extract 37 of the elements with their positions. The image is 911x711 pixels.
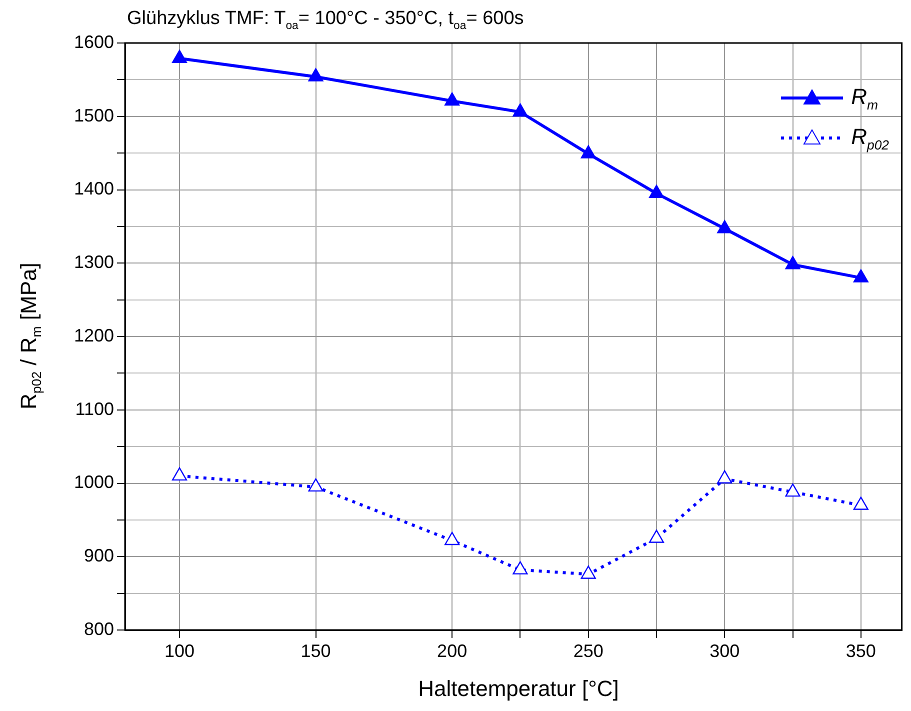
x-tick-label: 150 xyxy=(300,640,331,661)
y-tick-label: 1400 xyxy=(74,178,114,199)
point xyxy=(512,561,528,574)
x-tick-label: 300 xyxy=(710,640,740,661)
point xyxy=(172,50,188,64)
point xyxy=(308,68,324,82)
legend-label: R$_{m}$ xyxy=(851,84,878,112)
point xyxy=(444,532,460,546)
legend-label: R$_{p02}$ xyxy=(851,124,889,152)
y-tick-label: 900 xyxy=(84,546,114,566)
y-tick-label: 800 xyxy=(84,618,114,639)
y-tick-label: 1300 xyxy=(74,252,114,272)
point xyxy=(648,184,664,198)
point xyxy=(717,470,732,484)
y-tick-label: 1200 xyxy=(74,325,114,346)
point xyxy=(853,269,868,282)
y-tick-label: 1100 xyxy=(75,398,114,419)
x-tick-label: 250 xyxy=(573,640,604,661)
x-axis-title: Haltetemperatur [°C] xyxy=(417,676,620,702)
y-tick-label: 1500 xyxy=(74,105,114,126)
x-tick-label: 350 xyxy=(846,640,876,661)
chart-title: Glühzyklus TMF: T$_{oa}$= 100°C - 350°C, t$_{oa}$= 600s xyxy=(127,8,524,32)
point xyxy=(853,496,868,510)
x-tick-label: 200 xyxy=(437,640,468,661)
point xyxy=(717,220,732,234)
point xyxy=(580,566,596,579)
point xyxy=(785,483,800,497)
x-tick-label: 100 xyxy=(164,640,195,661)
point xyxy=(580,145,596,158)
point xyxy=(444,92,460,106)
point xyxy=(785,256,800,270)
point xyxy=(308,478,324,492)
point xyxy=(172,467,188,481)
point xyxy=(648,530,664,543)
y-tick-label: 1000 xyxy=(74,472,114,492)
y-tick-label: 1600 xyxy=(74,32,114,52)
point xyxy=(512,103,528,117)
